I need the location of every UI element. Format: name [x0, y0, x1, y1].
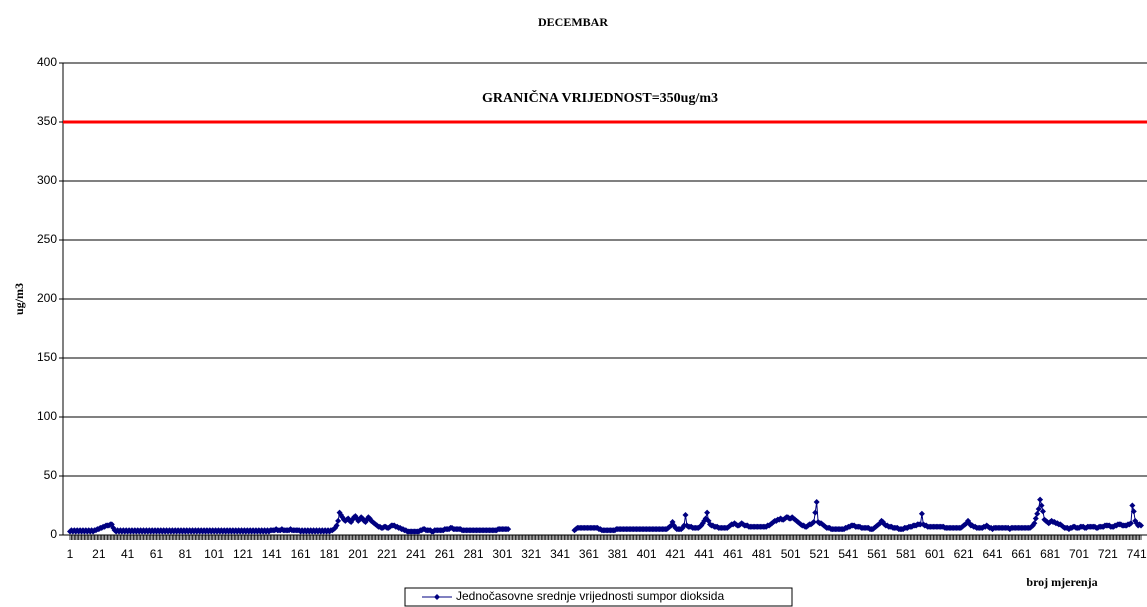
legend-marker — [434, 594, 440, 600]
x-tick-label: 301 — [492, 547, 512, 561]
x-tick-label: 501 — [781, 547, 801, 561]
x-tick-label: 601 — [925, 547, 945, 561]
x-tick-label: 641 — [983, 547, 1003, 561]
x-tick-label: 281 — [464, 547, 484, 561]
x-tick-label: 361 — [579, 547, 599, 561]
marker — [1129, 502, 1136, 509]
x-tick-label: 521 — [810, 547, 830, 561]
x-tick-label: 701 — [1069, 547, 1089, 561]
x-tick-label: 181 — [319, 547, 339, 561]
x-tick-label: 721 — [1098, 547, 1118, 561]
x-tick-label: 241 — [406, 547, 426, 561]
marker — [505, 526, 512, 533]
marker — [682, 511, 689, 518]
y-tick-label: 150 — [37, 350, 57, 364]
y-axis-title: ug/m3 — [12, 283, 26, 315]
y-tick-label: 0 — [50, 527, 57, 541]
legend-label: Jednočasovne srednje vrijednosti sumpor … — [456, 589, 724, 603]
y-tick-label: 300 — [37, 173, 57, 187]
x-tick-label: 81 — [179, 547, 193, 561]
marker — [704, 509, 711, 516]
y-tick-label: 350 — [37, 114, 57, 128]
y-tick-label: 250 — [37, 232, 57, 246]
chart-title: DECEMBAR — [538, 15, 608, 29]
marker — [1034, 510, 1041, 517]
marker — [1130, 508, 1137, 515]
x-tick-label: 541 — [838, 547, 858, 561]
x-tick-label: 121 — [233, 547, 253, 561]
marker — [1127, 520, 1134, 527]
legend: Jednočasovne srednje vrijednosti sumpor … — [404, 587, 793, 607]
x-tick-label: 141 — [262, 547, 282, 561]
marker — [1035, 506, 1042, 513]
x-tick-label: 381 — [608, 547, 628, 561]
x-tick-label: 621 — [954, 547, 974, 561]
x-tick-label: 401 — [637, 547, 657, 561]
x-tick-label: 221 — [377, 547, 397, 561]
marker — [1038, 502, 1045, 509]
x-tick-label: 661 — [1011, 547, 1031, 561]
x-tick-label: 161 — [291, 547, 311, 561]
x-tick-label: 341 — [550, 547, 570, 561]
x-tick-label: 581 — [896, 547, 916, 561]
marker — [918, 510, 925, 517]
marker — [1037, 496, 1044, 503]
marker — [335, 517, 342, 524]
marker — [1138, 522, 1144, 529]
x-tick-label: 321 — [521, 547, 541, 561]
x-tick-label: 461 — [723, 547, 743, 561]
x-tick-label: 741 — [1127, 547, 1147, 561]
x-tick-label: 61 — [150, 547, 164, 561]
y-tick-label: 50 — [44, 468, 58, 482]
x-tick-label: 681 — [1040, 547, 1060, 561]
x-tick-label: 261 — [435, 547, 455, 561]
legend-box — [404, 587, 793, 607]
x-tick-label: 101 — [204, 547, 224, 561]
x-tick-label: 201 — [348, 547, 368, 561]
marker — [333, 522, 340, 529]
x-tick-label: 421 — [665, 547, 685, 561]
marker — [813, 498, 820, 505]
x-tick-label: 41 — [121, 547, 135, 561]
threshold-label: GRANIČNA VRIJEDNOST=350ug/m3 — [482, 89, 718, 106]
marker — [1032, 515, 1039, 522]
marker — [812, 509, 819, 516]
x-tick-label: 1 — [67, 547, 74, 561]
y-tick-label: 400 — [37, 55, 57, 69]
x-axis-title: broj mjerenja — [1026, 575, 1097, 589]
x-tick-label: 561 — [867, 547, 887, 561]
y-tick-label: 100 — [37, 409, 57, 423]
marker — [1039, 508, 1046, 515]
marker — [1031, 520, 1038, 527]
x-tick-label: 481 — [752, 547, 772, 561]
marker — [810, 519, 817, 526]
x-tick-label: 441 — [694, 547, 714, 561]
y-tick-label: 200 — [37, 291, 57, 305]
x-tick-label: 21 — [92, 547, 106, 561]
